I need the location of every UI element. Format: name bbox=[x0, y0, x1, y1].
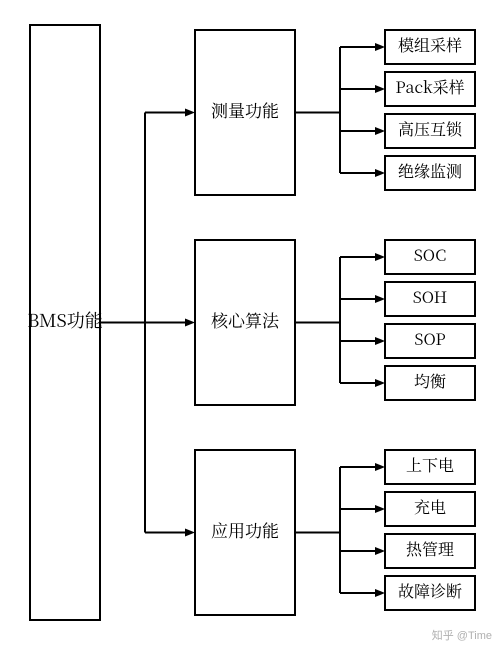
arrowhead bbox=[185, 319, 195, 327]
leaf-label: Pack采样 bbox=[395, 75, 464, 98]
root-label: BMS功能 bbox=[27, 307, 103, 333]
leaf-label: 热管理 bbox=[406, 537, 454, 560]
leaf-label: 均衡 bbox=[414, 369, 446, 392]
arrowhead bbox=[375, 43, 385, 51]
leaf-label: SOC bbox=[414, 243, 447, 266]
arrowhead bbox=[375, 463, 385, 471]
bms-function-diagram: BMS功能 测量功能 模组采样 Pack采样高压互锁绝缘监测核心算法 SOC SOH SOP… bbox=[0, 0, 500, 645]
arrowhead bbox=[185, 109, 195, 117]
watermark: 知乎 @Time bbox=[432, 628, 492, 642]
leaf-label: 充电 bbox=[414, 495, 446, 518]
arrowhead bbox=[185, 529, 195, 537]
leaf-label: SOP bbox=[414, 327, 445, 350]
leaf-label: 模组采样 bbox=[398, 33, 462, 56]
leaf-label: 绝缘监测 bbox=[398, 159, 462, 182]
arrowhead bbox=[375, 589, 385, 597]
leaf-label: 上下电 bbox=[406, 453, 454, 476]
arrowhead bbox=[375, 85, 385, 93]
leaf-label: 高压互锁 bbox=[398, 117, 463, 140]
arrowhead bbox=[375, 169, 385, 177]
leaf-label: 故障诊断 bbox=[398, 579, 462, 602]
arrowhead bbox=[375, 547, 385, 555]
arrowhead bbox=[375, 505, 385, 513]
leaf-label: SOH bbox=[413, 285, 448, 308]
arrowhead bbox=[375, 295, 385, 303]
branch-label: 核心算法 bbox=[211, 307, 280, 332]
arrowhead bbox=[375, 127, 385, 135]
arrowhead bbox=[375, 253, 385, 261]
arrowhead bbox=[375, 379, 385, 387]
branch-label: 测量功能 bbox=[211, 97, 279, 122]
arrowhead bbox=[375, 337, 385, 345]
branch-label: 应用功能 bbox=[211, 517, 279, 542]
